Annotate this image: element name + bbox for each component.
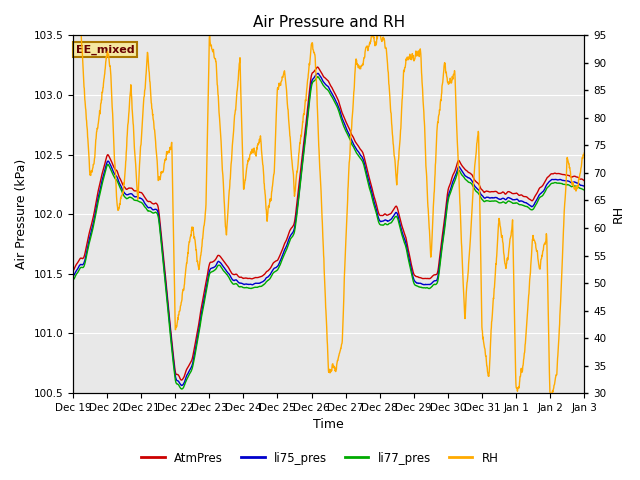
X-axis label: Time: Time — [313, 419, 344, 432]
Title: Air Pressure and RH: Air Pressure and RH — [253, 15, 404, 30]
Line: li77_pres: li77_pres — [73, 77, 584, 389]
Y-axis label: RH: RH — [612, 205, 625, 223]
Text: EE_mixed: EE_mixed — [76, 44, 134, 55]
Line: RH: RH — [73, 36, 584, 393]
Legend: AtmPres, li75_pres, li77_pres, RH: AtmPres, li75_pres, li77_pres, RH — [136, 447, 504, 469]
Line: li75_pres: li75_pres — [73, 73, 584, 385]
Line: AtmPres: AtmPres — [73, 67, 584, 380]
Y-axis label: Air Pressure (kPa): Air Pressure (kPa) — [15, 159, 28, 269]
